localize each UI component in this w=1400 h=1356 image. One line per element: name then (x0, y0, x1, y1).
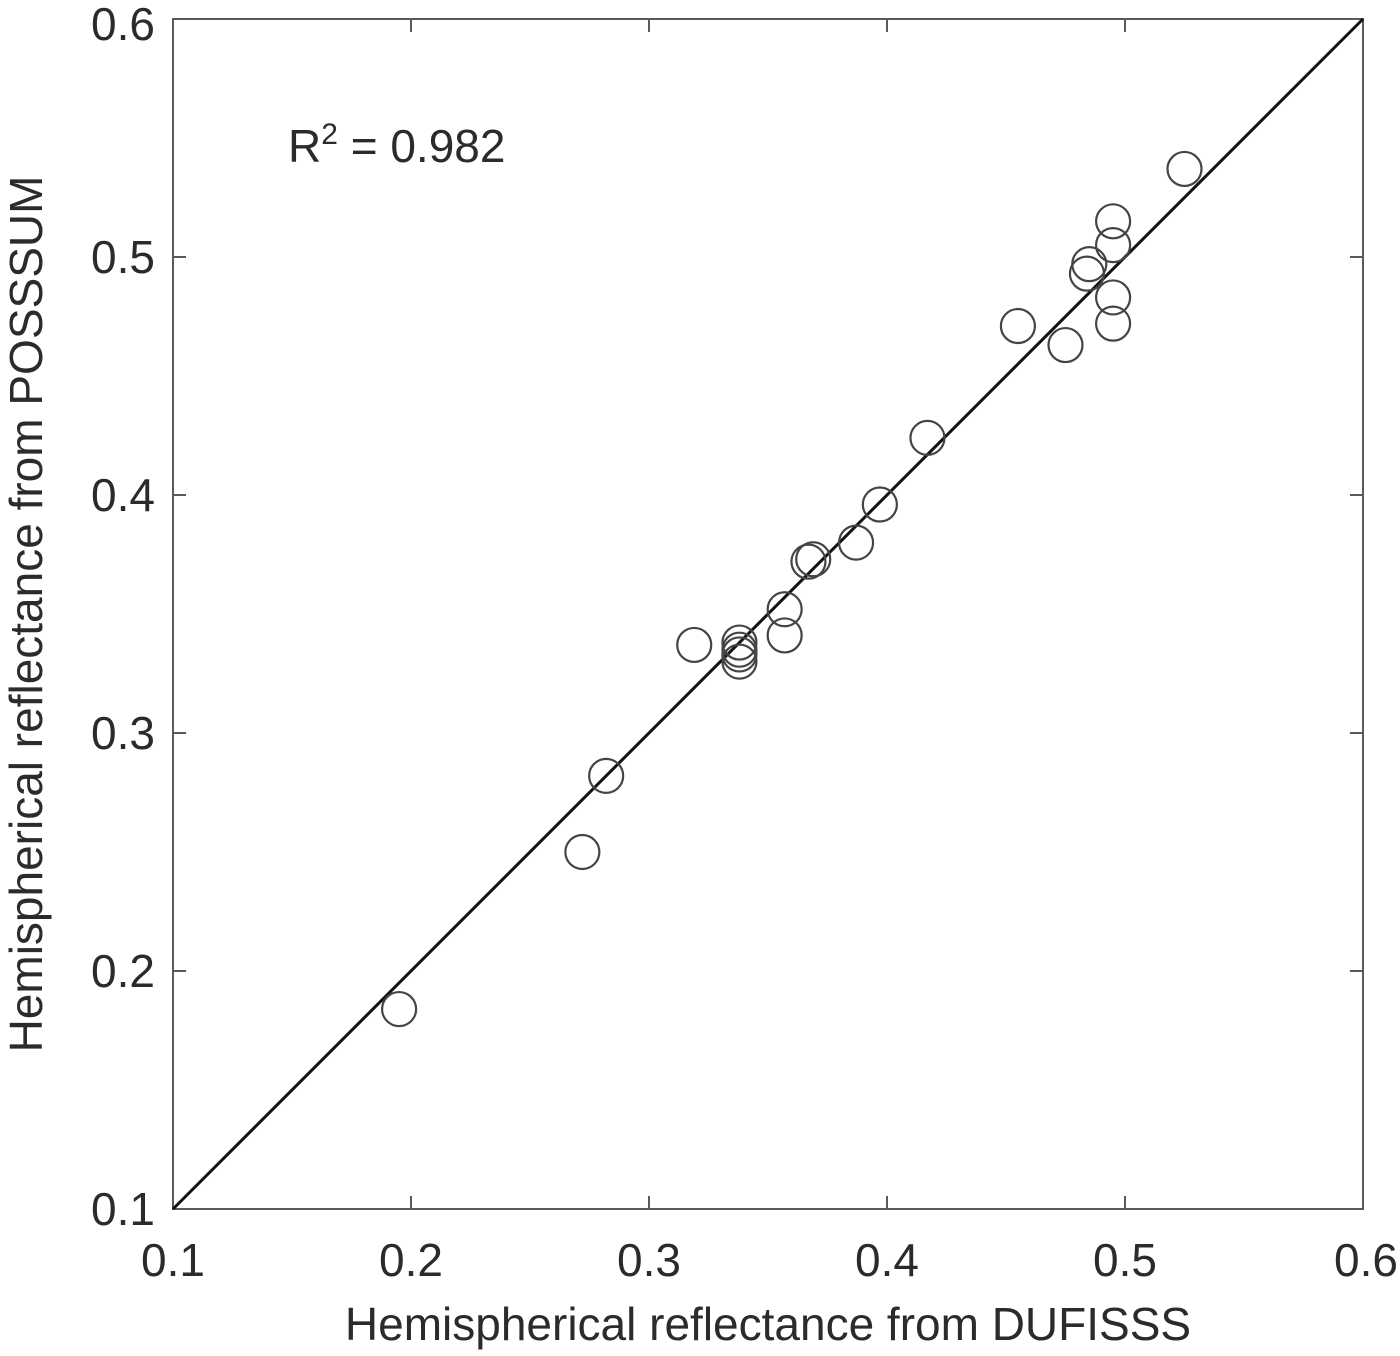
data-point (1094, 203, 1132, 240)
data-point (766, 617, 803, 654)
data-point (999, 307, 1037, 345)
y-tick-label: 0.6 (91, 0, 155, 50)
x-tick-labels: 0.1 0.2 0.3 0.4 0.5 0.6 (141, 1234, 1398, 1286)
data-point (1071, 246, 1108, 283)
data-point (721, 631, 758, 668)
data-point (381, 990, 418, 1028)
y-tick-label: 0.3 (91, 707, 155, 759)
x-tick-label: 0.6 (1334, 1234, 1398, 1286)
data-point (909, 419, 946, 456)
x-tick-label: 0.5 (1093, 1234, 1157, 1286)
data-points (381, 150, 1203, 1028)
y-tick-label: 0.5 (91, 231, 155, 283)
x-axis-title: Hemispherical reflectance from DUFISSS (345, 1298, 1191, 1350)
tick-marks (173, 19, 1363, 1209)
data-point (564, 833, 601, 871)
y-tick-labels: 0.1 0.2 0.3 0.4 0.5 0.6 (91, 0, 155, 1235)
data-point (1094, 227, 1132, 264)
y-tick-label: 0.2 (91, 945, 155, 997)
x-tick-label: 0.4 (855, 1234, 919, 1286)
data-point (766, 591, 803, 628)
data-point (721, 643, 758, 680)
y-tick-label: 0.4 (91, 469, 155, 521)
data-point (588, 757, 625, 794)
x-tick-label: 0.1 (141, 1234, 205, 1286)
y-tick-label: 0.1 (91, 1183, 155, 1235)
data-point (795, 541, 832, 578)
axes-frame (172, 18, 1364, 1210)
r-squared-annotation: R2 = 0.982 (288, 118, 505, 172)
annotation-value: = 0.982 (338, 120, 506, 172)
data-point (1094, 305, 1132, 342)
x-tick-label: 0.2 (379, 1234, 443, 1286)
x-tick-label: 0.3 (617, 1234, 681, 1286)
data-point (1047, 326, 1084, 364)
data-point (790, 543, 827, 580)
annotation-sup: 2 (321, 118, 338, 151)
data-point (1166, 150, 1203, 188)
data-point (721, 624, 758, 661)
y-axis-title: Hemispherical reflectance from POSSSUM (0, 176, 52, 1053)
annotation-base: R (288, 120, 321, 172)
data-point (676, 626, 713, 664)
data-point (861, 486, 898, 523)
plot-area (171, 17, 1365, 1211)
data-point (837, 524, 875, 561)
data-point (1094, 279, 1132, 316)
